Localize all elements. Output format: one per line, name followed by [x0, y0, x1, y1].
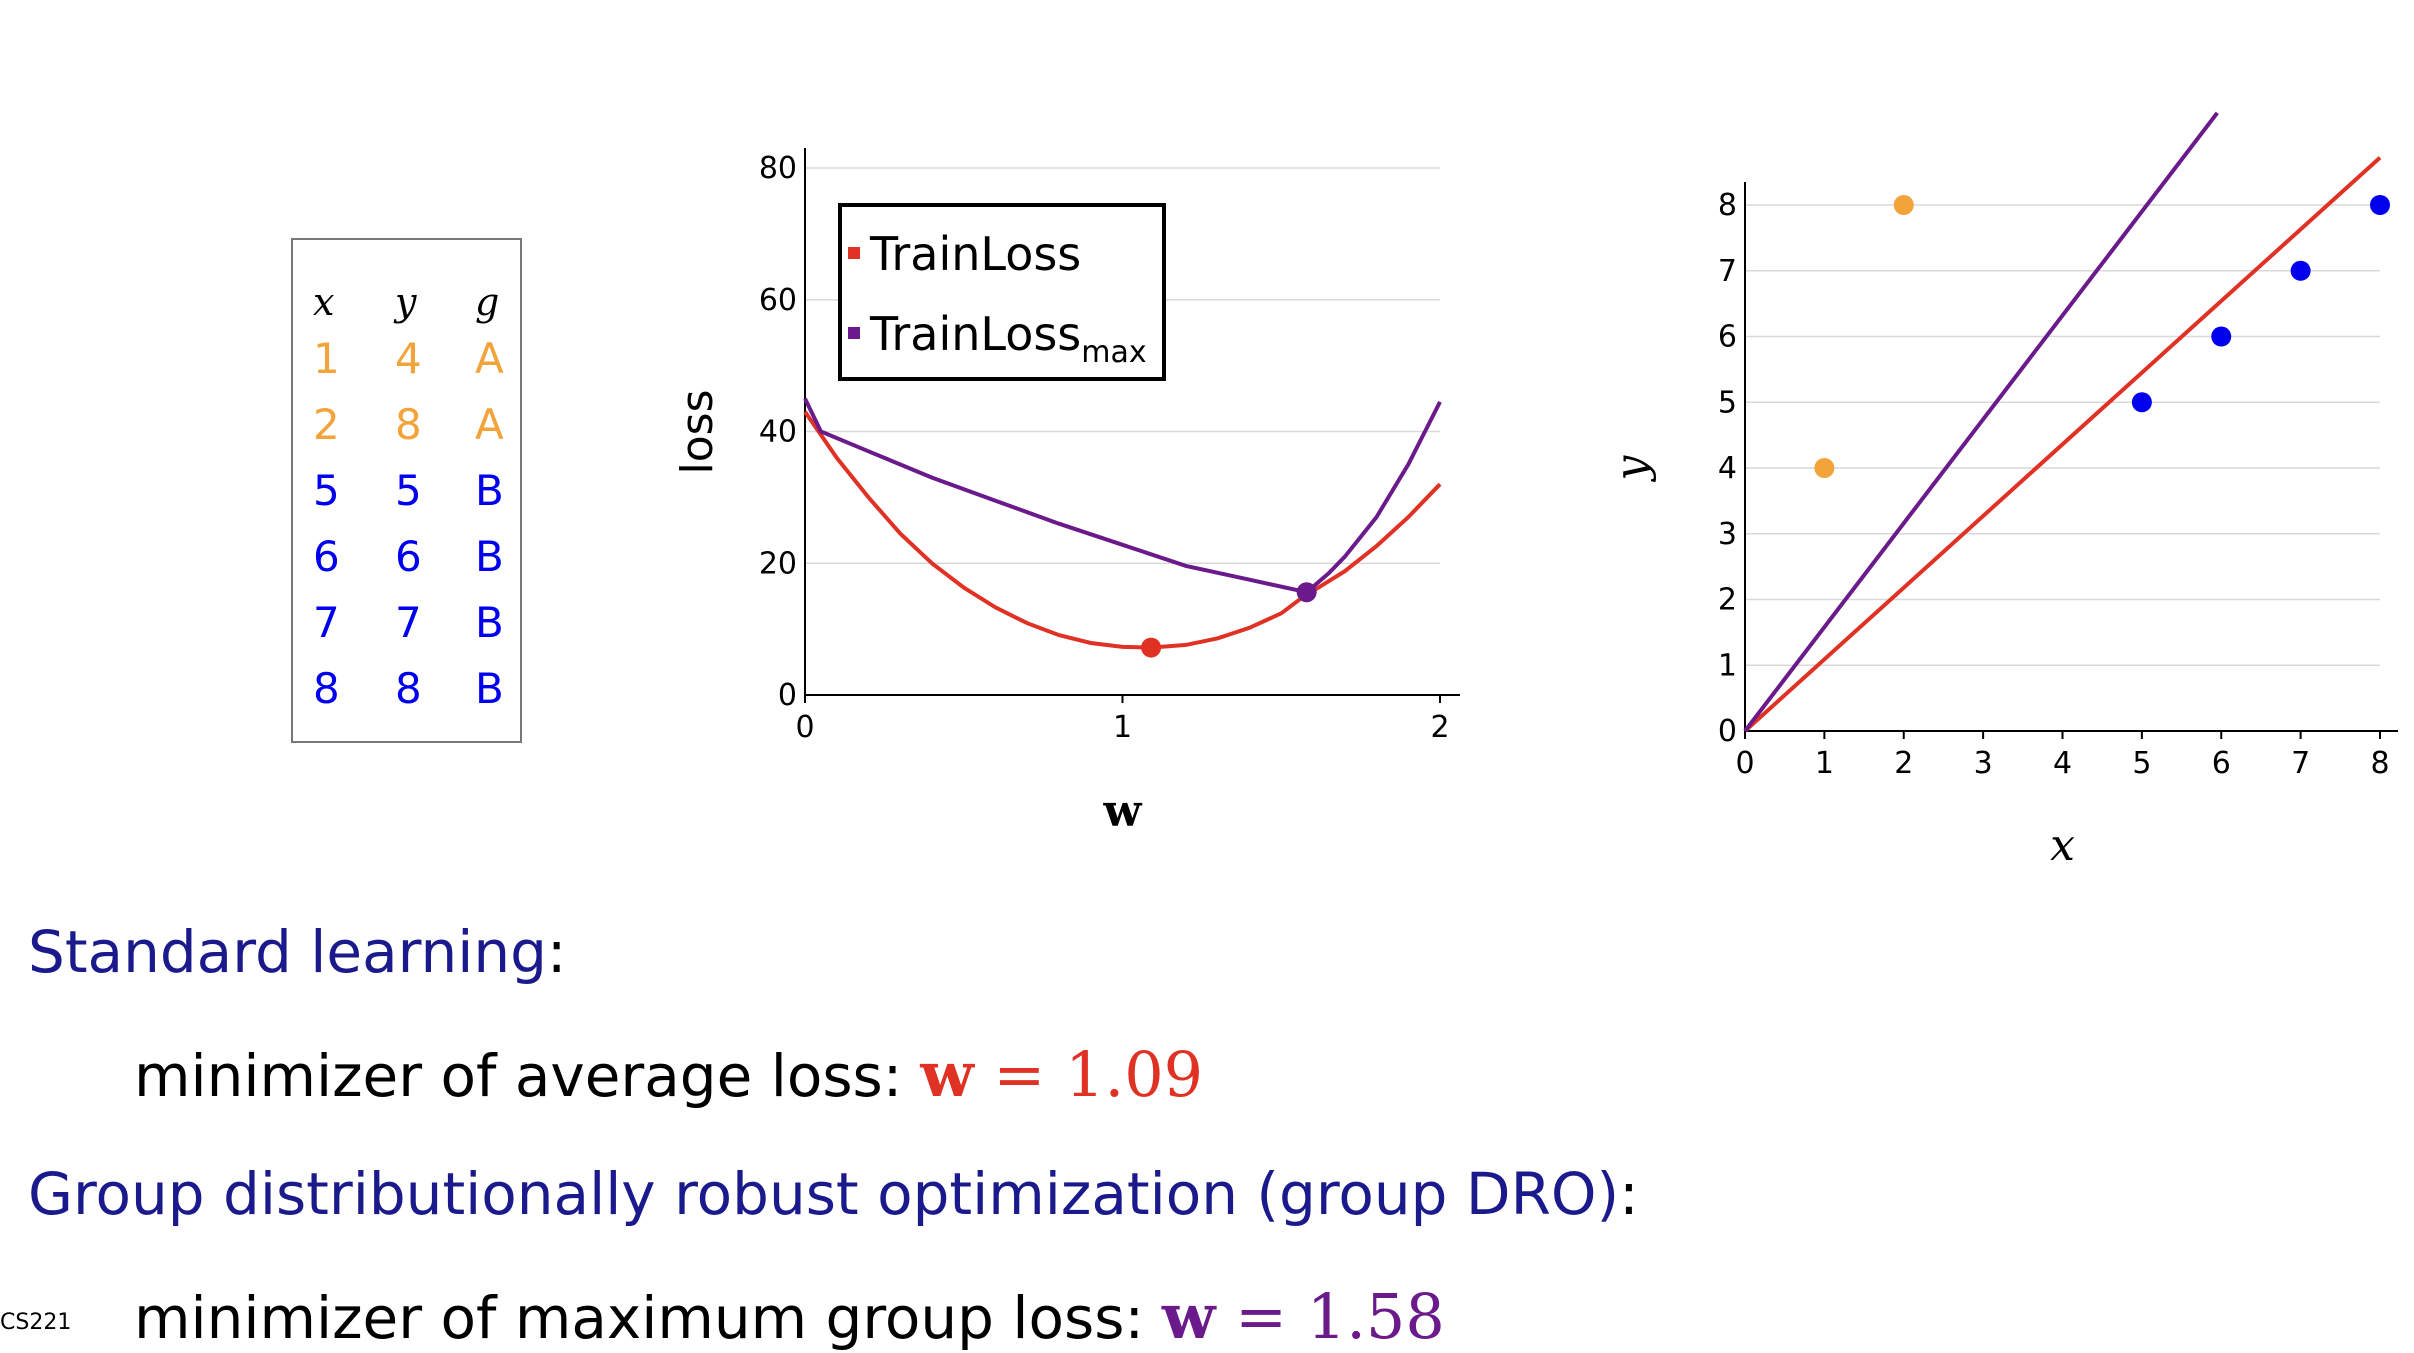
- x-tick-label: 1: [1113, 710, 1132, 745]
- fit-line-0: [1743, 156, 2382, 733]
- group-dro-var: w: [1162, 1280, 1216, 1353]
- y-tick-label: 0: [778, 678, 797, 713]
- table-cell-x: 1: [313, 334, 340, 383]
- legend-subscript: max: [1081, 335, 1146, 370]
- y-tick-label: 0: [1718, 714, 1737, 749]
- x-tick-label: 2: [1894, 746, 1913, 781]
- table-cell-x: 6: [313, 532, 340, 581]
- table-cell-g: A: [475, 334, 504, 383]
- y-tick-label: 3: [1718, 517, 1737, 552]
- table-cell-x: 5: [313, 466, 340, 515]
- y-tick-label: 4: [1718, 451, 1737, 486]
- data-table: x y g 1 4 A 2 8 A 5 5 B 6 6 B 7 7 B 8 8 B: [291, 238, 522, 743]
- group-dro-title: Group distributionally robust optimizati…: [28, 1160, 1620, 1228]
- data-point-B: [2370, 195, 2390, 215]
- standard-learning-heading: Standard learning:: [28, 918, 566, 986]
- standard-learning-equals: =: [993, 1038, 1046, 1111]
- fit-line-1: [1743, 111, 2219, 733]
- x-tick-label: 2: [1430, 710, 1449, 745]
- group-dro-line: minimizer of maximum group loss: w = 1.58: [134, 1280, 1445, 1353]
- x-tick-label: 0: [1735, 746, 1754, 781]
- table-cell-g: B: [475, 532, 504, 581]
- series-line-0: [803, 410, 1442, 650]
- x-tick-label: 5: [2132, 746, 2151, 781]
- data-point-B: [2131, 392, 2152, 413]
- standard-learning-text: minimizer of average loss:: [134, 1042, 903, 1110]
- legend-swatch-0: [848, 247, 860, 259]
- minimizer-point-0: [1141, 637, 1162, 658]
- y-tick-label: 20: [759, 546, 797, 581]
- group-dro-colon: :: [1619, 1160, 1639, 1228]
- standard-learning-equation: w = 1.09: [920, 1038, 1203, 1111]
- x-tick-label: 6: [2212, 746, 2231, 781]
- y-tick-label: 60: [759, 283, 797, 318]
- table-cell-x: 2: [313, 400, 340, 449]
- table-cell-g: B: [475, 466, 504, 515]
- group-dro-heading: Group distributionally robust optimizati…: [28, 1160, 1639, 1228]
- x-tick-label: 8: [2370, 746, 2389, 781]
- course-tag: CS221: [0, 1310, 72, 1335]
- y-tick-label: 80: [759, 151, 797, 186]
- table-cell-y: 5: [395, 466, 422, 515]
- y-tick-label: 40: [759, 415, 797, 450]
- y-axis-label: y: [1606, 454, 1657, 482]
- x-tick-label: 3: [1974, 746, 1993, 781]
- x-tick-label: 0: [795, 710, 814, 745]
- data-point-B: [2290, 260, 2311, 281]
- table-header-y: y: [395, 280, 417, 324]
- x-tick-label: 7: [2291, 746, 2310, 781]
- y-tick-label: 7: [1718, 254, 1737, 289]
- table-cell-y: 7: [395, 598, 422, 647]
- legend-swatch-1: [848, 327, 860, 339]
- standard-learning-title: Standard learning: [28, 918, 547, 986]
- group-dro-equals: =: [1235, 1280, 1288, 1353]
- legend-label-0: TrainLoss: [869, 227, 1081, 281]
- table-header-g: g: [475, 280, 500, 324]
- table-cell-y: 4: [395, 334, 422, 383]
- data-point-A: [1814, 458, 1835, 478]
- x-axis-label: w: [1103, 786, 1143, 837]
- data-point-B: [2211, 326, 2232, 347]
- table-cell-y: 8: [395, 664, 422, 713]
- standard-learning-value: 1.09: [1065, 1038, 1204, 1111]
- y-tick-label: 1: [1718, 648, 1737, 683]
- y-tick-label: 2: [1718, 583, 1737, 618]
- standard-learning-colon: :: [546, 918, 567, 986]
- group-dro-equation: w = 1.58: [1162, 1280, 1445, 1353]
- table-cell-y: 8: [395, 400, 422, 449]
- standard-learning-var: w: [920, 1038, 974, 1111]
- x-tick-label: 4: [2053, 746, 2072, 781]
- table-cell-y: 6: [395, 532, 422, 581]
- y-axis-label: loss: [672, 390, 723, 475]
- table-cell-g: B: [475, 664, 504, 713]
- table-cell-x: 8: [313, 664, 340, 713]
- x-axis-label: x: [2050, 820, 2075, 871]
- standard-learning-line: minimizer of average loss: w = 1.09: [134, 1038, 1203, 1111]
- table-cell-g: B: [475, 598, 504, 647]
- y-tick-label: 6: [1718, 320, 1737, 355]
- series-line-1: [803, 397, 1442, 595]
- y-tick-label: 8: [1718, 188, 1737, 223]
- group-dro-value: 1.58: [1306, 1280, 1445, 1353]
- group-dro-text: minimizer of maximum group loss:: [134, 1284, 1144, 1352]
- table-cell-g: A: [475, 400, 504, 449]
- x-tick-label: 1: [1815, 746, 1834, 781]
- data-point-A: [1893, 195, 1914, 215]
- table-cell-x: 7: [313, 598, 340, 647]
- legend-box: [838, 203, 1166, 381]
- table-header-x: x: [313, 280, 335, 324]
- minimizer-point-1: [1296, 582, 1317, 603]
- y-tick-label: 5: [1718, 385, 1737, 420]
